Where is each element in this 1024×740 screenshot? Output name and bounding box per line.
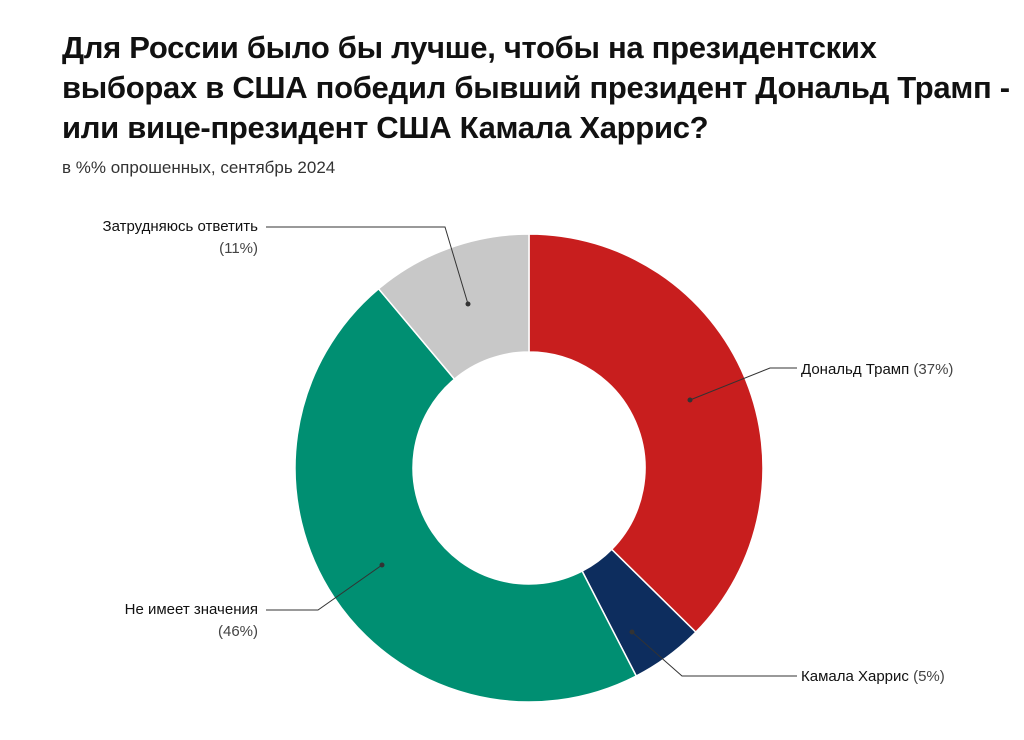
slice-no-difference — [294, 287, 638, 703]
leader-line-no-difference — [266, 564, 383, 611]
slice-trump — [528, 233, 764, 634]
slice-label-harris: Камала Харрис (5%) — [801, 668, 945, 685]
slice-label-no-difference: Не имеет значения — [125, 601, 258, 618]
slice-value-hard-to-say: (11%) — [219, 240, 258, 257]
leader-line-trump — [689, 367, 797, 401]
leader-dot-harris — [629, 629, 635, 635]
leader-dot-trump — [687, 397, 693, 403]
chart-title: Для России было бы лучше, чтобы на прези… — [62, 30, 1010, 145]
slice-hard-to-say — [377, 233, 530, 381]
leader-line-harris — [631, 631, 797, 677]
leader-dot-hard-to-say — [465, 301, 471, 307]
leader-line-hard-to-say — [266, 226, 469, 305]
slice-label-hard-to-say: Затрудняюсь ответить — [103, 218, 259, 235]
slice-value-harris: (5%) — [913, 668, 945, 685]
slice-name-harris: Камала Харрис — [801, 668, 913, 685]
slice-label-trump: Дональд Трамп (37%) — [801, 361, 953, 378]
slice-name-trump: Дональд Трамп — [801, 361, 913, 378]
slice-value-trump: (37%) — [913, 361, 953, 378]
slice-value-no-difference: (46%) — [218, 623, 258, 640]
leader-dot-no-difference — [379, 562, 385, 568]
chart-subtitle: в %% опрошенных, сентябрь 2024 — [62, 158, 336, 177]
